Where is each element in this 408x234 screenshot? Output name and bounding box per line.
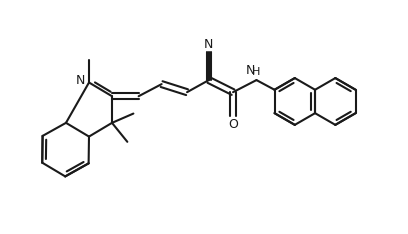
Text: N: N xyxy=(75,74,85,87)
Text: H: H xyxy=(252,67,261,77)
Text: O: O xyxy=(228,118,238,132)
Text: N: N xyxy=(204,38,213,51)
Text: N: N xyxy=(246,64,255,77)
